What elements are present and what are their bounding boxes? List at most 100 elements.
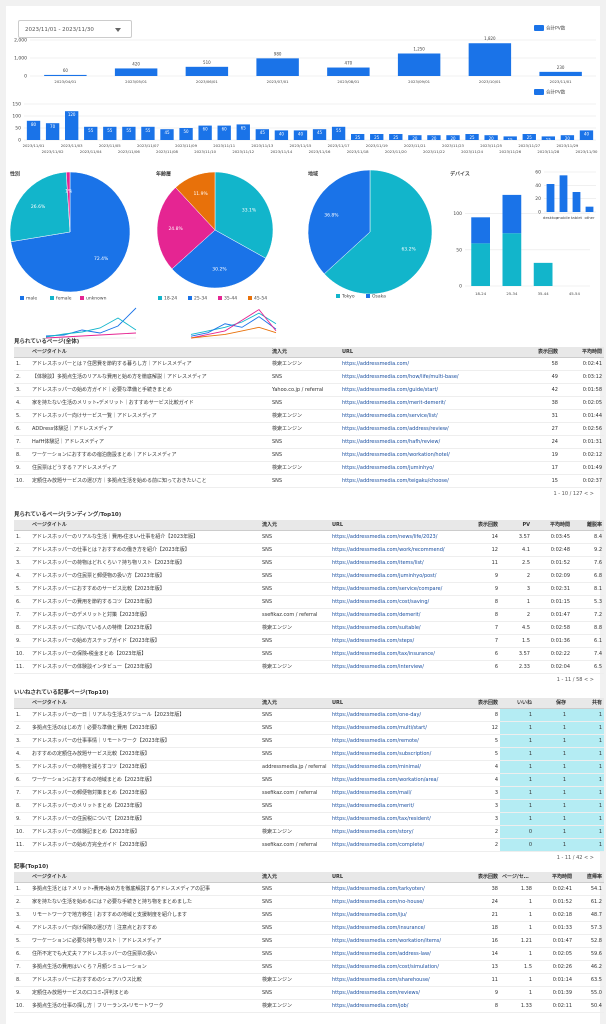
bar [122, 126, 136, 140]
bar [293, 130, 308, 140]
table-cell: アドレスホッパーの住民税について【2023年版】 [32, 816, 145, 822]
table-cell: 1. [16, 712, 21, 718]
column-header: ページタイトル [32, 522, 67, 528]
bar [64, 111, 79, 140]
table-row: 1. アドレスホッパーのリアルな生活｜費用・住まい・仕事を紹介【2023年版】 SN… [14, 531, 604, 544]
charts: 0 1,000 2,000 60 420 510 980 470 1,250 1,820 230 20… [9, 25, 598, 339]
table-cell: 50.4 [590, 1003, 602, 1009]
bar [397, 53, 441, 76]
table-cell: https://addressmedia.com/suitable/ [332, 625, 421, 631]
x-tick-label: 2023/11/11 [213, 143, 235, 148]
table-cell: ワーケーションに必要な持ち物リスト｜アドレスメディア [32, 938, 162, 944]
table-cell: 9 [494, 990, 498, 996]
line [45, 332, 137, 339]
table-cell: https://addressmedia.com/workation/items… [332, 938, 442, 944]
x-tick-label: 2023/11/18 [347, 149, 369, 154]
table-cell: https://addressmedia.com/workation/hotel… [342, 452, 450, 458]
y-tick-label: 40 [535, 183, 541, 189]
slice-label: 30.2% [212, 267, 227, 273]
table-cell: アドレスホッパー向け保険の選び方｜注意点とおすすめ [32, 925, 158, 931]
table-row: 10. アドレスホッパーの保険・税金まとめ【2023年版】 SNS https://a… [14, 648, 604, 661]
table: 見られているページ(ランディング/Top10) ページタイトル 流入元 URL 表示回数… [14, 510, 604, 686]
table-row: 6. ADDress体験記｜アドレスメディア 検索エンジン https://addre… [14, 423, 604, 436]
table-row: 5. アドレスホッパーの荷物を減らすコツ【2023年版】 addressmedia.… [14, 761, 604, 774]
x-tick-label: 2023/11/06 [118, 149, 140, 154]
column-header: 共有 [591, 700, 602, 706]
data-label: 40 [584, 131, 590, 136]
x-tick-label: 2023/11/14 [270, 149, 292, 154]
y-tick-label: 0 [24, 74, 27, 80]
bar [465, 134, 479, 140]
bar [471, 217, 490, 244]
table-row: 9. アドレスホッパーの始め方ステップガイド【2023年版】 SNS https://… [14, 635, 604, 648]
report: 0 1,000 2,000 60 420 510 980 470 1,250 1,820 230 20… [6, 6, 604, 1024]
bar [503, 136, 517, 140]
table-cell: 0:01:33 [552, 925, 572, 931]
table-cell: 24 [551, 439, 558, 445]
x-tick-label: desktop [543, 215, 559, 220]
table-cell: 9. [16, 638, 21, 644]
table-cell: 0:01:15 [550, 599, 570, 605]
x-tick-label: 2023/09/01 [408, 79, 430, 84]
table-cell: https://addressmedia.com/workation/area/ [332, 777, 439, 783]
table-cell: 0:02:18 [552, 912, 572, 918]
pagination[interactable]: 1 - 10 / 127 < > [553, 491, 595, 497]
x-tick-label: 2023/08/01 [337, 79, 359, 84]
table-cell: 3 [494, 790, 498, 796]
table-cell: SNS [262, 899, 273, 905]
chart-title: デバイス [450, 171, 470, 178]
table-cell: 0 [500, 826, 534, 838]
table-cell: 1 [568, 800, 604, 812]
date-range-picker[interactable]: 2023/11/01 - 2023/11/30 [18, 20, 132, 38]
data-label: 25 [470, 135, 476, 140]
column-header: ページタイトル [32, 700, 67, 706]
legend-label: male [26, 296, 37, 302]
table-cell: 3. [16, 560, 21, 566]
table-cell: 10. [16, 1003, 24, 1009]
column-header: 表示回数 [537, 349, 558, 355]
column-header: 流入元 [262, 700, 278, 706]
table-cell: https://addressmedia.com/service/compare… [332, 586, 443, 592]
table-row: 1. 多拠点生活とは？メリット・費用・始め方を徹底解説するアドレスメディアの記事 S… [14, 883, 604, 896]
table-cell: アドレスホッパーの費用を節約するコツ【2023年版】 [32, 599, 155, 605]
pie-slice [175, 171, 216, 231]
table-cell: 8.1 [594, 586, 602, 592]
table-cell: 9. [16, 990, 21, 996]
table-cell: SNS [262, 573, 273, 579]
table-row: 9. アドレスホッパーの住民税について【2023年版】 SNS https://add… [14, 813, 604, 826]
table-row: 8. アドレスホッパーのメリットまとめ【2023年版】 SNS https://add… [14, 800, 604, 813]
data-label: 510 [203, 60, 211, 65]
table-cell: https://addressmedia.com/multi/start/ [332, 725, 427, 731]
table-cell: SNS [262, 651, 273, 657]
y-tick-label: 60 [535, 170, 541, 176]
bar [533, 262, 553, 286]
table-cell: https://addressmedia.com/minimal/ [332, 764, 421, 770]
table-cell: ssefikaz.com / referral [262, 612, 318, 618]
table-cell: 1 [568, 826, 604, 838]
column-header [14, 698, 30, 708]
table-cell: 9.2 [594, 547, 602, 553]
table-cell: addressmedia.jp / referral [262, 764, 327, 770]
data-label: 20 [412, 136, 418, 141]
table-cell: 4. [16, 400, 21, 406]
table-cell: 12 [491, 547, 498, 553]
table-cell: 検索エンジン [272, 465, 303, 471]
table-cell: 9 [494, 573, 498, 579]
table-cell: アドレスホッパーの荷物はどれくらい？持ち物リスト【2023年版】 [32, 560, 185, 566]
table-cell: 1 [568, 709, 604, 721]
table-cell: 0:02:58 [550, 625, 570, 631]
pagination[interactable]: 1 - 11 / 58 < > [556, 677, 594, 683]
pagination[interactable]: 1 - 11 / 42 < > [556, 855, 594, 861]
pie-slice [214, 171, 274, 259]
column-header: 平均時間 [581, 349, 602, 355]
table-cell: 4. [16, 573, 21, 579]
column-header: 表示回数 [477, 700, 498, 706]
table-row: 10. 多拠点生活の仕事の探し方｜フリーランス・リモートワーク 検索エンジン http… [14, 1000, 604, 1013]
column-header: PV [522, 522, 530, 528]
table-cell: 8. [16, 977, 21, 983]
table-cell: 6 [494, 651, 498, 657]
table-cell: アドレスホッパーの仕事とは？おすすめの働き方を紹介【2023年版】 [32, 547, 190, 553]
table-cell: https://addressmedia.com/iju/ [332, 912, 407, 918]
table-cell: 1 [534, 748, 568, 760]
table-row: 2. 家を持たない生活を始めるには？必要な手続きと持ち物をまとめました SNS htt… [14, 896, 604, 909]
